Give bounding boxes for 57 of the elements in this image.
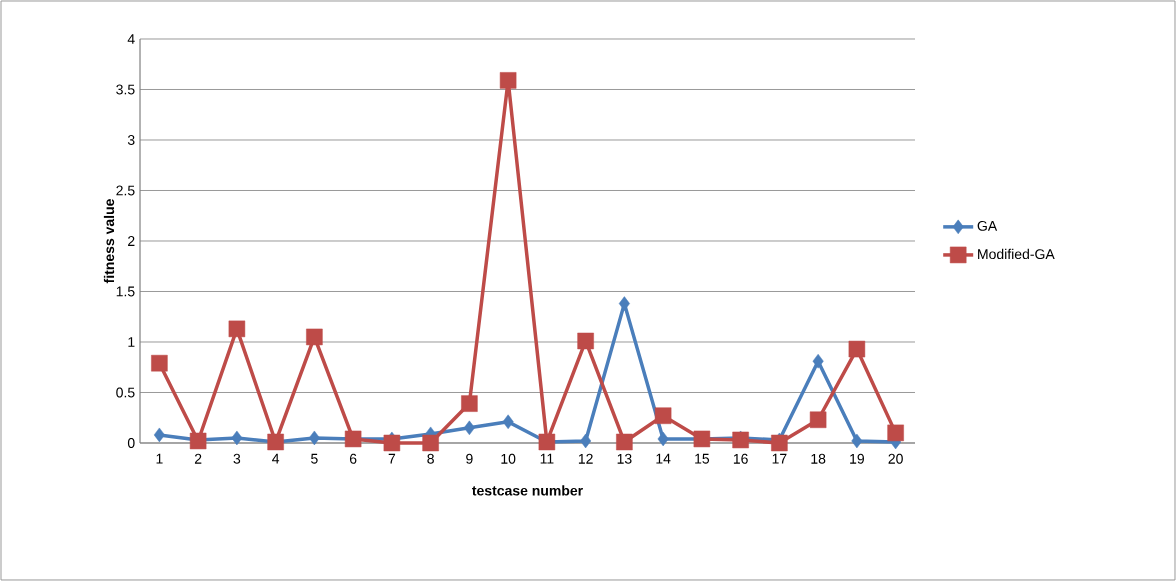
y-tick-label: 2: [128, 236, 135, 246]
y-tick-label: 0: [127, 438, 135, 448]
y-tick-label: 2.5: [116, 185, 135, 196]
x-tick-label: 15: [695, 453, 710, 464]
point: [151, 354, 168, 372]
x-tick-label: 5: [311, 453, 318, 464]
point: [771, 434, 788, 452]
point: [616, 433, 633, 451]
point: [306, 328, 323, 346]
point: [812, 353, 824, 369]
point: [848, 340, 866, 358]
x-tick-label: 14: [656, 453, 671, 464]
x-tick-label: 9: [466, 453, 473, 464]
point: [422, 434, 439, 452]
point: [461, 395, 478, 412]
point: [618, 296, 630, 311]
point: [502, 414, 514, 430]
x-tick-label: 6: [349, 453, 357, 464]
x-tick-label: 11: [540, 453, 554, 464]
point: [463, 420, 475, 436]
x-tick-label: 8: [427, 453, 434, 464]
y-tick-label: 1: [128, 337, 135, 347]
x-tick-label: 10: [501, 453, 516, 464]
point: [228, 320, 246, 338]
x-tick-label: 12: [578, 453, 593, 464]
y-axis-title: fitness value: [103, 199, 115, 284]
point: [809, 411, 827, 429]
point: [153, 427, 165, 443]
y-tick-label: 3: [127, 135, 135, 145]
point: [851, 433, 863, 449]
point: [657, 431, 669, 447]
y-tick-label: 0.5: [116, 387, 135, 398]
legend-label: Modified-GA: [978, 248, 1055, 260]
x-tick-label: 4: [272, 453, 280, 464]
x-tick-label: 18: [811, 453, 826, 464]
point: [499, 72, 517, 89]
x-tick-label: 13: [617, 453, 632, 464]
x-tick-label: 3: [233, 453, 241, 464]
x-tick-label: 1: [156, 453, 163, 464]
legend-label: GA: [977, 220, 998, 231]
x-tick-label: 7: [388, 453, 396, 464]
point: [383, 434, 401, 452]
y-tick-label: 3.5: [116, 84, 135, 95]
point: [231, 430, 243, 446]
x-tick-label: 19: [850, 453, 864, 464]
point: [654, 407, 672, 424]
point: [887, 424, 904, 442]
x-tick-label: 20: [888, 453, 903, 464]
point: [577, 332, 594, 350]
point: [308, 430, 320, 446]
x-tick-label: 16: [733, 453, 748, 464]
y-tick-label: 1.5: [116, 286, 135, 297]
y-tick-label: 4: [127, 34, 135, 44]
x-tick-label: 2: [194, 453, 202, 464]
point: [580, 433, 592, 449]
x-tick-label: 17: [772, 453, 787, 464]
x-axis-title: testcase number: [472, 485, 583, 496]
